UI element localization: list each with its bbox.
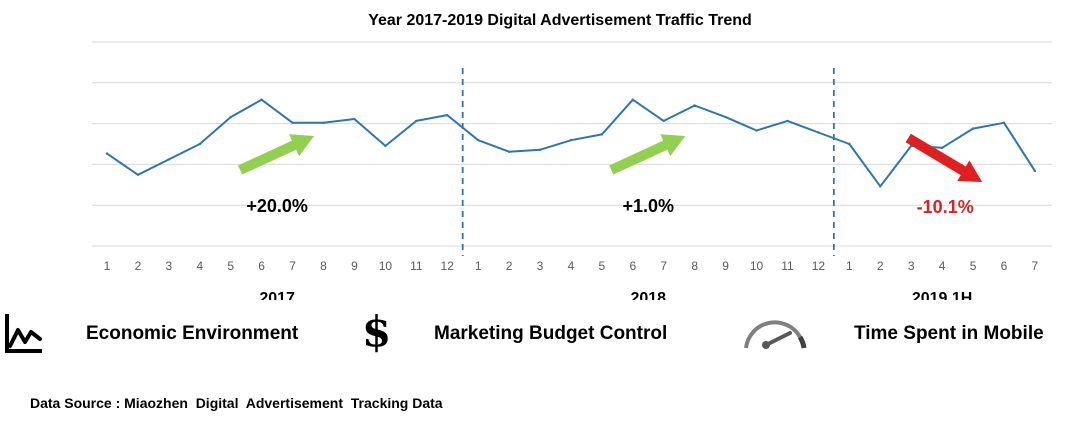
x-tick-label: 10	[750, 259, 764, 273]
x-tick-label: 12	[812, 259, 826, 273]
data-point	[662, 119, 665, 123]
down-arrow-icon	[905, 133, 983, 182]
x-tick-label: 3	[537, 259, 544, 273]
year-dividers	[461, 68, 835, 256]
x-tick-label: 8	[320, 259, 327, 273]
change-annotation: +1.0%	[623, 196, 675, 216]
x-tick-label: 11	[781, 259, 794, 273]
data-point	[415, 119, 418, 123]
data-point	[198, 142, 201, 146]
data-point	[229, 115, 232, 119]
x-tick-label: 4	[568, 259, 575, 273]
up-arrow-icon	[609, 134, 686, 175]
data-point	[1002, 121, 1006, 125]
data-point	[940, 146, 944, 150]
year-labels: 2017 2018 2019 1H	[259, 290, 972, 300]
data-point	[693, 104, 696, 107]
dollar-sign-icon: $	[362, 307, 392, 356]
data-point	[167, 158, 171, 161]
x-tick-label: 6	[258, 259, 265, 273]
x-tick-label: 12	[441, 259, 455, 273]
data-point	[507, 150, 511, 153]
x-tick-label: 9	[351, 259, 358, 273]
x-tick-label: 3	[908, 259, 915, 273]
data-point	[1033, 169, 1037, 173]
x-tick-label: 1	[846, 259, 853, 273]
data-point	[817, 131, 820, 134]
change-annotation: -10.1%	[917, 197, 974, 217]
x-tick-label: 6	[629, 259, 636, 273]
x-tick-label: 7	[289, 259, 296, 273]
data-point	[848, 142, 851, 146]
data-point	[600, 133, 604, 136]
trend-arrows: +20.0% +1.0% -10.1%	[238, 133, 983, 217]
factor-marketing-budget-control: Marketing Budget Control	[434, 323, 668, 344]
x-tick-label: 7	[660, 259, 667, 273]
x-tick-label: 4	[939, 259, 946, 273]
traffic-series	[105, 98, 1037, 188]
change-annotation: +20.0%	[246, 196, 308, 216]
chart-title: Year 2017-2019 Digital Advertisement Tra…	[368, 12, 752, 29]
data-source-note: Data Source : Miaozhen Digital Advertise…	[30, 395, 443, 411]
data-point	[724, 115, 727, 119]
data-point	[322, 121, 325, 125]
data-point	[786, 119, 789, 123]
x-tick-label: 1	[475, 259, 482, 273]
line-chart-icon	[4, 312, 44, 354]
data-point	[136, 173, 140, 176]
x-tick-label: 1	[104, 259, 111, 273]
gridlines	[92, 41, 1052, 247]
trend-chart: Year 2017-2019 Digital Advertisement Tra…	[92, 12, 1052, 300]
x-tick-label: 11	[410, 259, 423, 273]
x-tick-label: 6	[1001, 259, 1008, 273]
data-point	[105, 152, 109, 155]
series-line	[106, 98, 1036, 188]
data-point	[569, 138, 573, 142]
x-tick-label: 3	[166, 259, 173, 273]
data-point	[446, 113, 449, 117]
x-tick-label: 9	[722, 259, 729, 273]
x-tick-label: 8	[691, 259, 698, 273]
data-point	[260, 98, 263, 101]
factor-time-spent-in-mobile: Time Spent in Mobile	[854, 323, 1044, 344]
x-tick-label: 5	[970, 259, 977, 273]
factor-economic-environment: Economic Environment	[86, 323, 299, 344]
data-point	[384, 144, 387, 148]
data-point	[631, 98, 635, 101]
speedometer-icon	[742, 315, 808, 351]
x-tick-label: 5	[599, 259, 606, 273]
data-point	[538, 148, 542, 151]
x-tick-label: 4	[196, 259, 203, 273]
year-label: 2018	[630, 290, 666, 300]
x-tick-label: 7	[1032, 259, 1039, 273]
year-label: 2019 1H	[912, 290, 973, 300]
x-tick-label: 2	[135, 259, 142, 273]
x-tick-label: 10	[379, 259, 393, 273]
data-point	[291, 121, 294, 125]
data-point	[879, 185, 882, 188]
data-point	[353, 117, 356, 121]
data-point	[476, 138, 480, 142]
x-axis-ticks: 1 2 3 4 5 6 7 8 9 10 11 12 1 2 3 4 5 6 7 8 9 10 11 12 1 2 3 4 5 6 7	[104, 259, 1039, 273]
x-tick-label: 2	[877, 259, 884, 273]
x-tick-label: 5	[227, 259, 234, 273]
up-arrow-icon	[238, 134, 315, 175]
year-label: 2017	[259, 290, 295, 300]
data-point	[755, 129, 758, 132]
data-point	[971, 127, 975, 130]
x-tick-label: 2	[506, 259, 513, 273]
